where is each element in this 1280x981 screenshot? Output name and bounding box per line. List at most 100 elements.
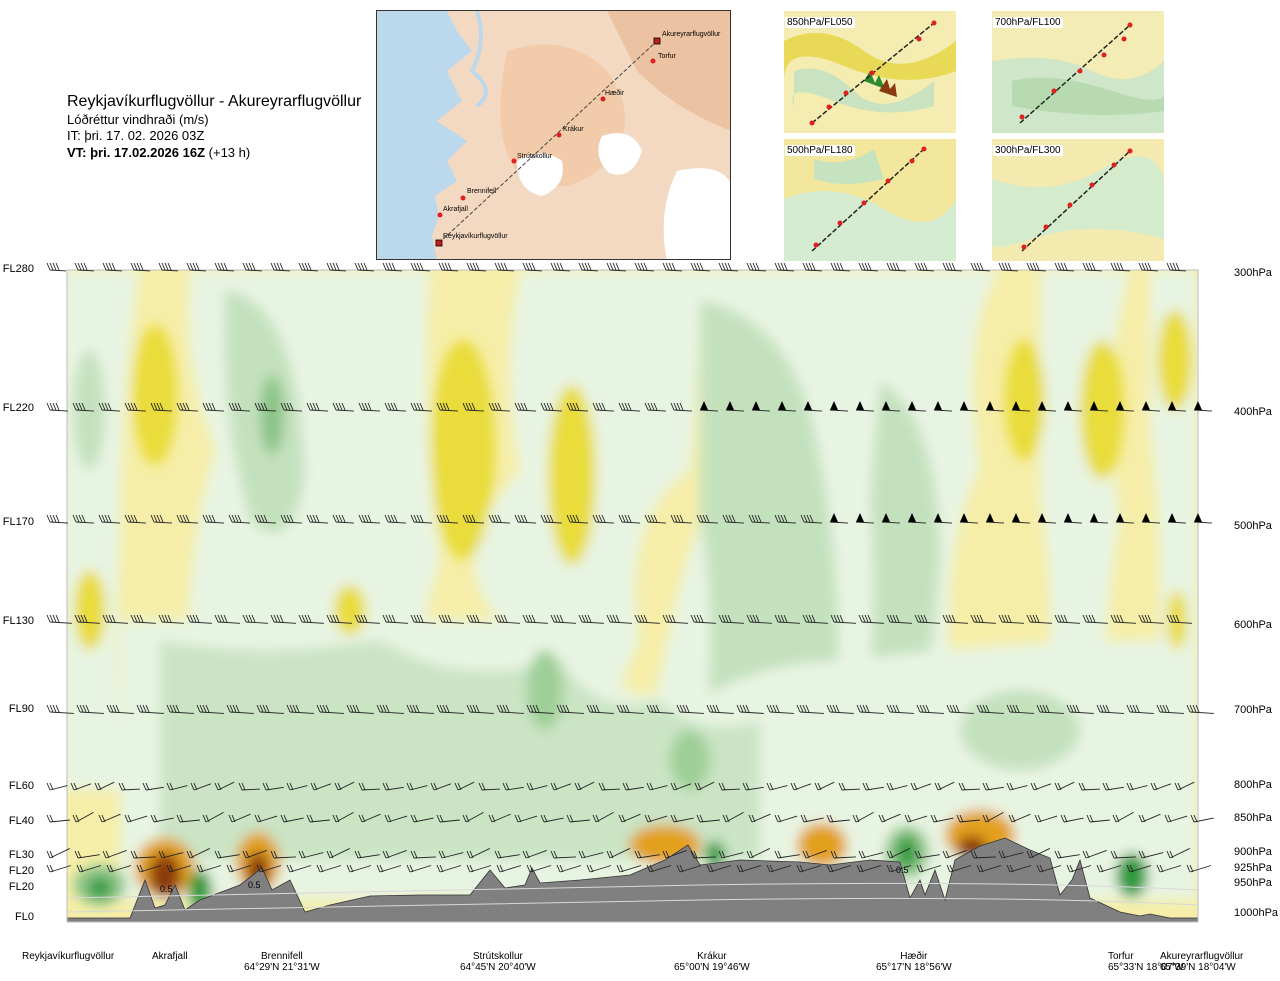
wind-barb (186, 262, 206, 272)
wind-barb (592, 514, 614, 524)
wind-barb (826, 864, 852, 873)
wind-barb (1011, 401, 1030, 412)
wind-barb (790, 782, 812, 791)
waypoint-akrafjall: Akrafjall (437, 206, 468, 218)
wind-barb (262, 782, 284, 791)
wind-barb (1006, 782, 1028, 791)
hpa-label: 500hPa (1234, 520, 1272, 532)
wind-barb (826, 814, 850, 823)
wind-barb (98, 813, 121, 823)
wind-barb (1141, 513, 1160, 524)
wind-barb (916, 704, 944, 714)
wind-barb (644, 814, 668, 823)
wind-barb (855, 513, 874, 524)
wind-barb (1063, 513, 1082, 524)
wind-barb (106, 704, 134, 714)
wind-barb (242, 262, 262, 272)
wind-barb (118, 782, 140, 791)
mini-map-label: 300hPa/FL300 (993, 145, 1063, 156)
wind-barb (130, 850, 156, 859)
station-name: Akrafjall (152, 951, 188, 962)
glacier-vatnajokull (663, 168, 730, 259)
wind-barb (130, 262, 150, 272)
wind-barb (751, 401, 770, 412)
wind-barb (914, 262, 934, 272)
wind-barb (910, 782, 932, 791)
wind-barb (959, 401, 978, 412)
wind-barb (196, 864, 222, 873)
wind-barb (578, 614, 604, 624)
wind-barb (802, 850, 827, 859)
hpa-label: 1000hPa (1234, 907, 1279, 919)
waypoint-label: Akureyrarflugvöllur (662, 31, 721, 38)
wind-barb (694, 781, 715, 791)
fl-label: FL60 (8, 780, 34, 792)
hpa-label: 600hPa (1234, 619, 1272, 631)
wind-barb (1034, 814, 1058, 823)
wind-barb (856, 864, 882, 873)
wind-barb (466, 848, 491, 859)
wind-barb (777, 401, 796, 412)
wind-barb (774, 514, 796, 524)
wind-barb (286, 782, 308, 791)
wind-barb (382, 614, 408, 624)
wind-barb (1060, 814, 1084, 823)
wind-barb (1138, 850, 1164, 859)
contour-label: 0.5 (248, 880, 261, 890)
wind-barb (976, 704, 1004, 714)
wind-barb (176, 514, 198, 524)
wind-barb (1036, 864, 1062, 873)
wind-barb (76, 864, 102, 873)
wind-barb (998, 614, 1024, 624)
wind-barb (1126, 704, 1154, 714)
route-title: Reykjavíkurflugvöllur - Akureyrarflugvöl… (67, 93, 362, 110)
wind-barb (158, 262, 178, 272)
wind-barb (933, 513, 952, 524)
fl-label: FL30 (8, 849, 34, 861)
wind-barb (1110, 614, 1136, 624)
wind-barb (855, 401, 874, 412)
valid-time-offset: (+13 h) (205, 144, 251, 160)
wind-barbs (46, 262, 1214, 873)
wind-barb (98, 402, 120, 412)
wind-barb (886, 782, 908, 791)
wind-barb (280, 814, 304, 823)
wind-barb (254, 814, 278, 823)
wind-barb (774, 262, 794, 272)
wind-barb (436, 864, 462, 873)
wind-barb (586, 864, 612, 873)
wind-barb (718, 850, 744, 859)
wind-barb (1112, 812, 1134, 823)
wind-barb (1167, 401, 1186, 412)
map-highland (500, 44, 625, 187)
wind-barb (670, 402, 692, 412)
wind-barb (358, 402, 380, 412)
wind-barb (466, 864, 492, 873)
wind-barb (158, 614, 184, 624)
wind-barb (1006, 864, 1032, 873)
wind-barb (316, 864, 342, 873)
wind-barb (856, 704, 884, 714)
wind-barb (488, 813, 511, 823)
mini-map-300-svg (992, 139, 1164, 261)
waypoint-akureyrarflugvollur: Akureyrarflugvöllur (653, 31, 721, 45)
wind-barb (166, 864, 192, 873)
wind-barb (746, 262, 766, 272)
mini-map-label: 700hPa/FL100 (993, 17, 1063, 28)
wind-barb (829, 513, 848, 524)
wind-barb (970, 850, 996, 859)
wind-barb (46, 814, 70, 823)
wind-barb (136, 864, 162, 873)
wind-barb (566, 814, 590, 823)
wind-barb (150, 814, 174, 823)
wind-barb (488, 402, 510, 412)
wind-barb (1082, 614, 1108, 624)
wind-barb (228, 813, 251, 823)
wind-barb (334, 781, 355, 791)
wind-barb (526, 704, 554, 714)
wind-barb (270, 614, 296, 624)
waypoint-label: Torfur (658, 53, 677, 60)
wind-barb (1063, 401, 1082, 412)
wind-barb (242, 850, 267, 859)
wind-barb (438, 614, 464, 624)
